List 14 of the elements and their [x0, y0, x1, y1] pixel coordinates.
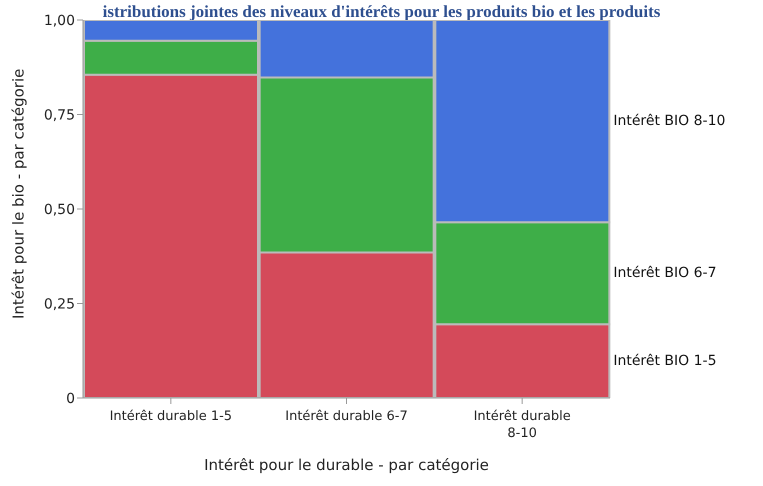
y-tick-label: 1,00	[44, 12, 75, 29]
series-label: Intérêt BIO 6-7	[613, 265, 717, 282]
y-tick-label: 0,75	[44, 107, 75, 124]
y-tick-label: 0,50	[44, 202, 75, 218]
y-tick-label: 0,25	[44, 296, 75, 312]
x-tick-label: Intérêt durable 1-5	[110, 409, 232, 424]
series-label: Intérêt BIO 8-10	[613, 112, 726, 129]
x-tick-label: Intérêt durable 6-7	[285, 409, 408, 424]
x-tick-label: Intérêt durable 8-10	[474, 409, 571, 441]
series-label: Intérêt BIO 1-5	[613, 352, 717, 369]
y-axis-title: Intérêt pour le bio - par catégorie	[9, 68, 28, 319]
chart-title: istributions jointes des niveaux d'intérêts pour les produits bio et les produits	[102, 2, 660, 21]
y-tick-label: 0	[66, 390, 75, 407]
x-axis-title: Intérêt pour le durable - par catégorie	[204, 456, 489, 474]
